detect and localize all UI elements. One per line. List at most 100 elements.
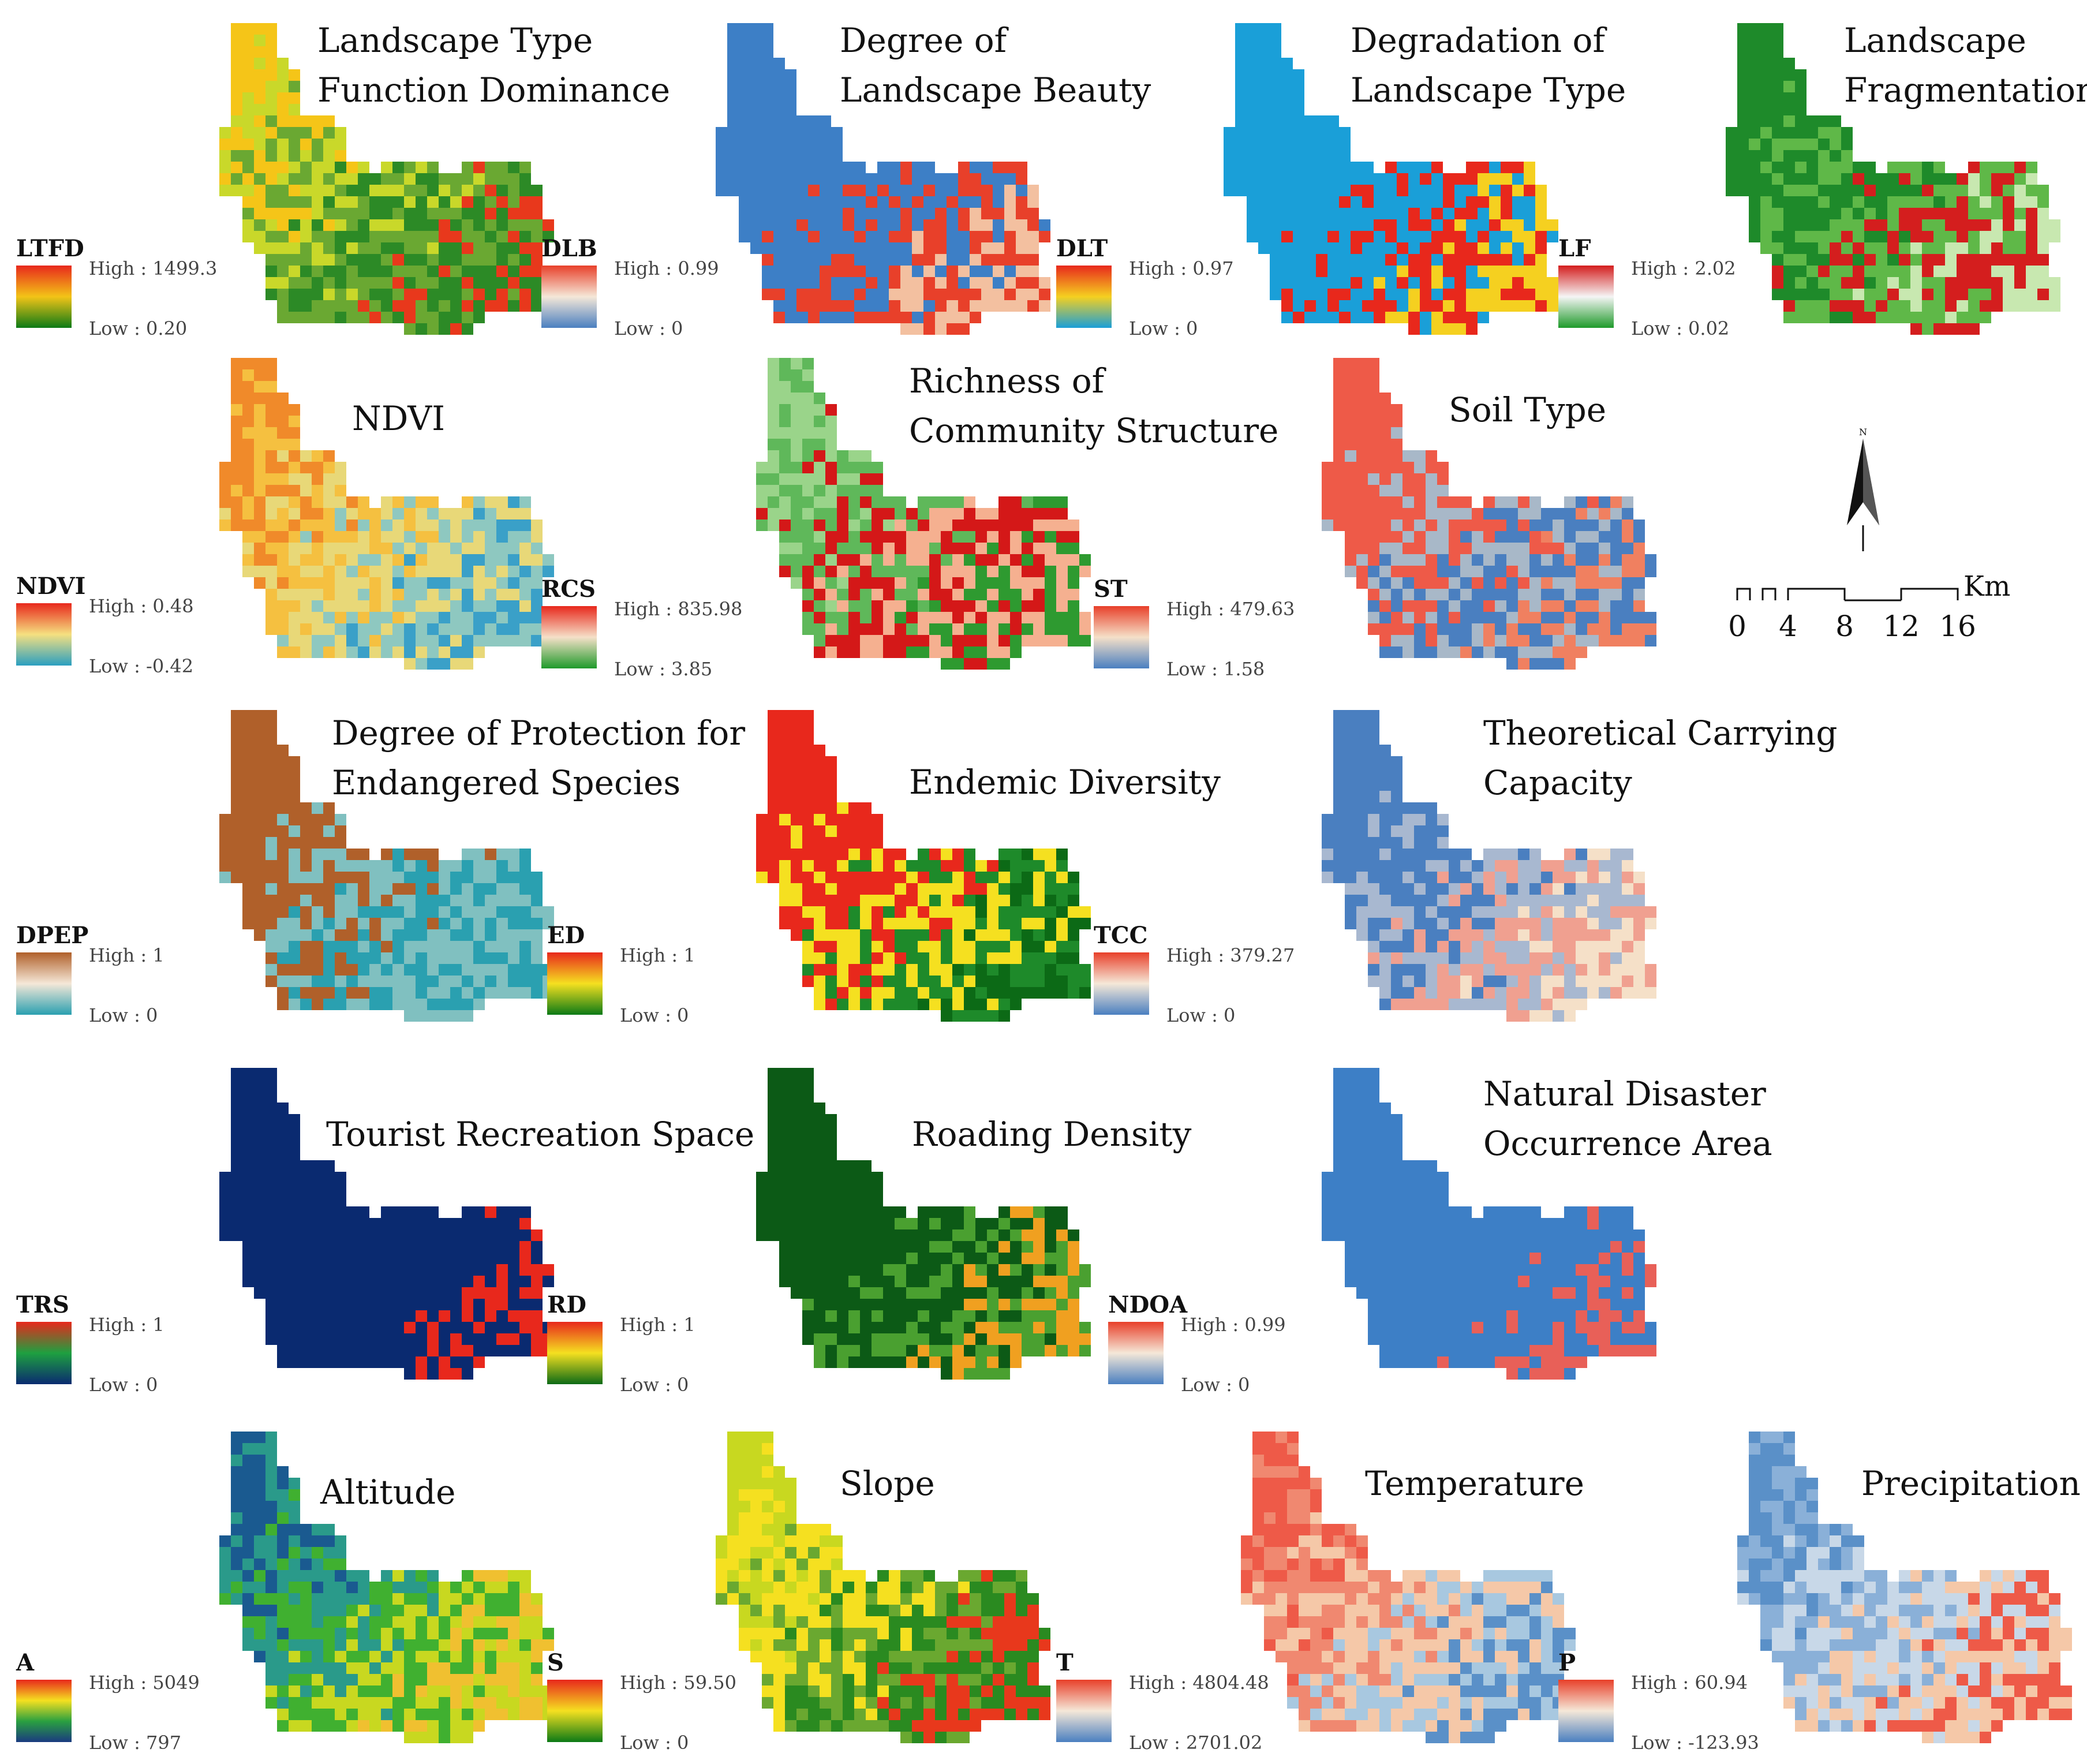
raster-cell — [1010, 600, 1022, 612]
raster-cell — [335, 554, 346, 566]
raster-cell — [1426, 612, 1437, 623]
raster-cell — [519, 623, 531, 635]
raster-cell — [1495, 520, 1506, 531]
raster-cell — [918, 496, 929, 508]
raster-cell — [1235, 23, 1247, 35]
raster-cell — [1414, 496, 1426, 508]
raster-cell — [1322, 508, 1333, 520]
raster-cell — [1945, 231, 1957, 242]
raster-cell — [1818, 277, 1830, 289]
raster-cell — [1599, 987, 1610, 999]
raster-cell — [2049, 231, 2060, 242]
raster-cell — [814, 589, 825, 600]
raster-cell — [381, 1333, 392, 1345]
raster-cell — [952, 577, 964, 589]
raster-cell — [1460, 987, 1472, 999]
raster-cell — [473, 1253, 485, 1264]
raster-cell — [1576, 520, 1587, 531]
raster-cell — [1402, 485, 1414, 496]
raster-cell — [450, 612, 462, 623]
raster-cell — [848, 566, 860, 577]
map-title-line: Soil Type — [1449, 390, 1606, 429]
raster-cell — [1599, 906, 1610, 918]
raster-cell — [1391, 976, 1402, 987]
raster-cell — [404, 612, 416, 623]
raster-cell — [254, 35, 265, 46]
raster-cell — [1587, 520, 1599, 531]
raster-cell — [485, 1264, 496, 1276]
raster-cell — [918, 941, 929, 952]
raster-cell — [1807, 289, 1818, 300]
raster-cell — [323, 589, 335, 600]
raster-cell — [1501, 231, 1512, 242]
raster-cell — [369, 254, 381, 266]
raster-cell — [312, 208, 323, 219]
raster-cell — [508, 589, 519, 600]
raster-cell — [1379, 543, 1391, 554]
raster-cell — [1968, 185, 1980, 196]
raster-cell — [416, 323, 427, 335]
raster-cell — [323, 543, 335, 554]
raster-cell — [998, 849, 1010, 860]
raster-cell — [1397, 254, 1408, 266]
raster-cell — [381, 185, 392, 196]
raster-cell — [242, 1206, 254, 1218]
raster-cell — [312, 300, 323, 312]
raster-cell — [254, 416, 265, 427]
raster-cell — [404, 929, 416, 941]
raster-cell — [779, 872, 791, 883]
raster-cell — [369, 312, 381, 323]
raster-cell — [392, 635, 404, 646]
raster-cell — [289, 1126, 300, 1137]
raster-cell — [277, 872, 289, 883]
raster-cell — [392, 520, 404, 531]
raster-cell — [439, 623, 450, 635]
raster-cell — [1333, 825, 1345, 837]
raster-cell — [1506, 566, 1518, 577]
raster-cell — [1327, 173, 1339, 185]
raster-cell — [779, 496, 791, 508]
raster-cell — [1957, 231, 1968, 242]
raster-cell — [814, 1195, 825, 1206]
raster-cell — [1322, 860, 1333, 872]
raster-cell — [820, 266, 831, 277]
raster-cell — [231, 1068, 242, 1079]
raster-cell — [265, 473, 277, 485]
raster-cell — [1478, 162, 1489, 173]
raster-cell — [808, 242, 820, 254]
raster-cell — [1327, 231, 1339, 242]
raster-cell — [277, 1206, 289, 1218]
raster-cell — [1235, 35, 1247, 46]
raster-cell — [335, 646, 346, 658]
raster-cell — [814, 520, 825, 531]
raster-cell — [381, 496, 392, 508]
raster-cell — [277, 554, 289, 566]
raster-cell — [802, 566, 814, 577]
raster-cell — [814, 929, 825, 941]
raster-cell — [1460, 860, 1472, 872]
raster-cell — [277, 254, 289, 266]
raster-cell — [312, 1322, 323, 1333]
raster-cell — [779, 473, 791, 485]
raster-cell — [964, 1010, 975, 1022]
raster-cell — [335, 976, 346, 987]
raster-cell — [918, 883, 929, 895]
raster-cell — [1553, 941, 1564, 952]
raster-cell — [802, 393, 814, 404]
raster-cell — [392, 1333, 404, 1345]
raster-cell — [358, 976, 369, 987]
raster-cell — [439, 1264, 450, 1276]
raster-cell — [1472, 860, 1483, 872]
raster-cell — [219, 1195, 231, 1206]
raster-cell — [1068, 543, 1079, 554]
raster-cell — [895, 566, 906, 577]
raster-cell — [1068, 623, 1079, 635]
raster-cell — [254, 81, 265, 92]
raster-cell — [1235, 185, 1247, 196]
raster-cell — [1807, 242, 1818, 254]
raster-cell — [872, 462, 883, 473]
raster-cell — [277, 1299, 289, 1310]
raster-cell — [450, 173, 462, 185]
raster-cell — [791, 416, 802, 427]
raster-cell — [883, 543, 895, 554]
